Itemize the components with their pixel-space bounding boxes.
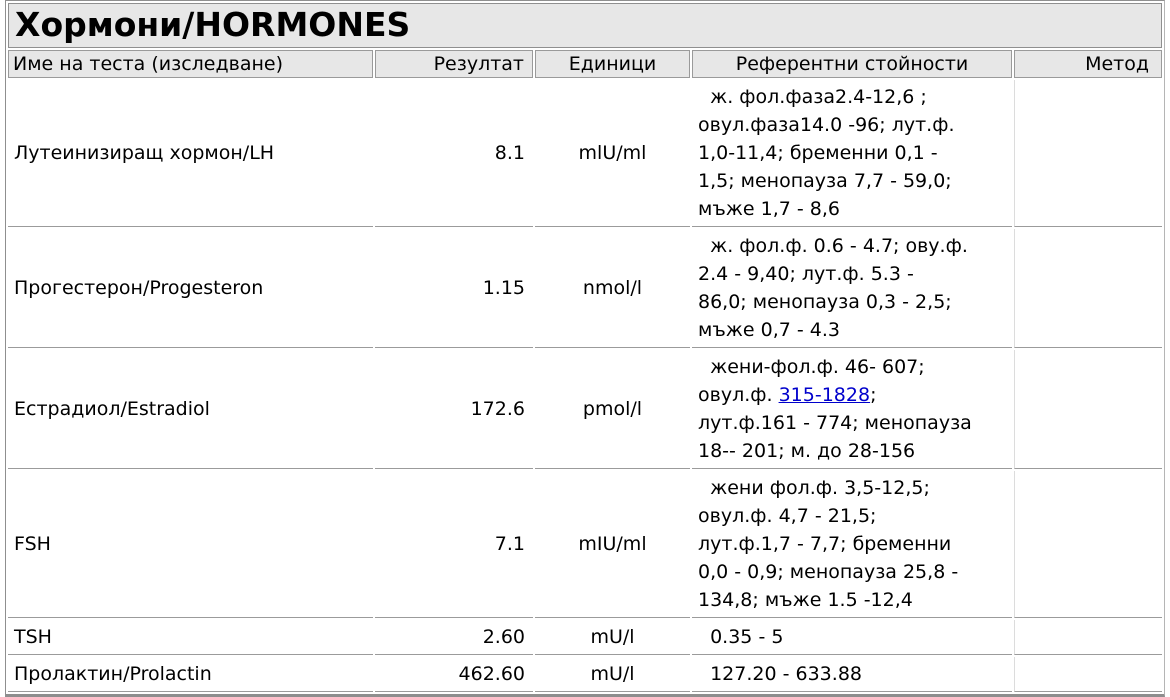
header-reference-values: Референтни стойности (692, 50, 1012, 78)
test-method (1014, 350, 1163, 469)
test-units: mlU/ml (535, 80, 690, 227)
reference-values: ж. фол.фаза2.4-12,6 ; овул.фаза14.0 -96;… (692, 80, 1012, 227)
hormones-section: Хормони/HORMONES Име на теста (изследван… (5, 0, 1165, 697)
section-title-row: Хормони/HORMONES (8, 3, 1163, 48)
table-row-estradiol: Естрадиол/Estradiol 172.6 pmol/l жени-фо… (8, 350, 1163, 469)
header-test-name: Име на теста (изследване) (8, 50, 373, 78)
test-units: mU/l (535, 657, 690, 692)
reference-values: жени-фол.ф. 46- 607; овул.ф. 315-1828; л… (692, 350, 1012, 469)
lab-report-page: Хормони/HORMONES Име на теста (изследван… (5, 0, 1165, 697)
test-units: mU/l (535, 620, 690, 655)
header-result: Резултат (375, 50, 533, 78)
test-result: 172.6 (375, 350, 533, 469)
reference-range-link[interactable]: 315-1828 (778, 384, 871, 406)
hormones-table: Хормони/HORMONES Име на теста (изследван… (6, 1, 1164, 694)
test-result: 8.1 (375, 80, 533, 227)
test-method (1014, 620, 1163, 655)
test-method (1014, 80, 1163, 227)
test-name: TSH (8, 620, 373, 655)
test-units: pmol/l (535, 350, 690, 469)
reference-text: 0.35 - 5 (698, 626, 784, 648)
test-result: 462.60 (375, 657, 533, 692)
test-name: Прогестерон/Progesteron (8, 229, 373, 348)
table-header-row: Име на теста (изследване) Резултат Едини… (8, 50, 1163, 78)
reference-text: ж. фол.фаза2.4-12,6 ; овул.фаза14.0 -96;… (698, 86, 955, 220)
test-result: 7.1 (375, 471, 533, 618)
test-units: nmol/l (535, 229, 690, 348)
reference-values: 127.20 - 633.88 (692, 657, 1012, 692)
test-name: Лутеинизиращ хормон/LH (8, 80, 373, 227)
reference-text: 127.20 - 633.88 (698, 663, 862, 685)
table-row-fsh: FSH 7.1 mIU/ml жени фол.ф. 3,5-12,5; ову… (8, 471, 1163, 618)
test-result: 2.60 (375, 620, 533, 655)
test-units: mIU/ml (535, 471, 690, 618)
table-row-lh: Лутеинизиращ хормон/LH 8.1 mlU/ml ж. фол… (8, 80, 1163, 227)
test-name: Естрадиол/Estradiol (8, 350, 373, 469)
table-row-prolactin: Пролактин/Prolactin 462.60 mU/l 127.20 -… (8, 657, 1163, 692)
test-result: 1.15 (375, 229, 533, 348)
reference-values: 0.35 - 5 (692, 620, 1012, 655)
reference-values: жени фол.ф. 3,5-12,5; овул.ф. 4,7 - 21,5… (692, 471, 1012, 618)
test-method (1014, 471, 1163, 618)
reference-text: жени фол.ф. 3,5-12,5; овул.ф. 4,7 - 21,5… (698, 477, 959, 611)
reference-text: ж. фол.ф. 0.6 - 4.7; ову.ф. 2.4 - 9,40; … (698, 235, 968, 341)
header-method: Метод (1014, 50, 1163, 78)
section-title: Хормони/HORMONES (8, 3, 1163, 48)
table-row-progesterone: Прогестерон/Progesteron 1.15 nmol/l ж. ф… (8, 229, 1163, 348)
test-name: Пролактин/Prolactin (8, 657, 373, 692)
test-method (1014, 229, 1163, 348)
reference-values: ж. фол.ф. 0.6 - 4.7; ову.ф. 2.4 - 9,40; … (692, 229, 1012, 348)
header-units: Единици (535, 50, 690, 78)
test-name: FSH (8, 471, 373, 618)
reference-text: жени-фол.ф. 46- 607; овул.ф. (698, 356, 925, 406)
test-method (1014, 657, 1163, 692)
reference-text-cont: ; лут.ф.161 - 774; менопауза 18-- 201; м… (698, 384, 972, 462)
table-row-tsh: TSH 2.60 mU/l 0.35 - 5 (8, 620, 1163, 655)
